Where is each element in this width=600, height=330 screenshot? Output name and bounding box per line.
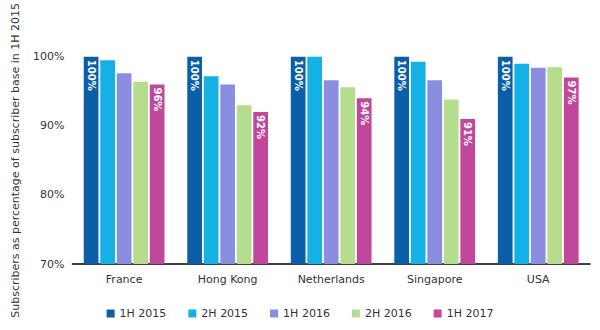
- svg-text:Hong Kong: Hong Kong: [198, 273, 258, 286]
- svg-text:97%: 97%: [566, 81, 577, 105]
- svg-text:100%: 100%: [396, 60, 407, 91]
- svg-text:94%: 94%: [359, 101, 370, 125]
- svg-text:70%: 70%: [40, 258, 64, 271]
- svg-text:92%: 92%: [255, 115, 266, 139]
- svg-text:1H 2015: 1H 2015: [120, 307, 167, 320]
- svg-text:2H 2015: 2H 2015: [201, 307, 248, 320]
- svg-text:100%: 100%: [33, 50, 64, 63]
- svg-text:100%: 100%: [293, 60, 304, 91]
- svg-text:100%: 100%: [86, 60, 97, 91]
- svg-text:France: France: [106, 273, 143, 286]
- svg-text:80%: 80%: [40, 188, 64, 201]
- svg-text:90%: 90%: [40, 119, 64, 132]
- svg-text:100%: 100%: [189, 60, 200, 91]
- svg-text:1H 2016: 1H 2016: [283, 307, 330, 320]
- svg-text:91%: 91%: [462, 122, 473, 146]
- svg-text:Subscribers as percentage of s: Subscribers as percentage of subscriber …: [9, 3, 22, 318]
- svg-text:2H 2016: 2H 2016: [365, 307, 412, 320]
- svg-text:96%: 96%: [152, 87, 163, 111]
- svg-text:1H 2017: 1H 2017: [447, 307, 494, 320]
- svg-text:Netherlands: Netherlands: [298, 273, 365, 286]
- svg-text:100%: 100%: [500, 60, 511, 91]
- svg-text:Singapore: Singapore: [407, 273, 463, 286]
- svg-text:USA: USA: [527, 273, 550, 286]
